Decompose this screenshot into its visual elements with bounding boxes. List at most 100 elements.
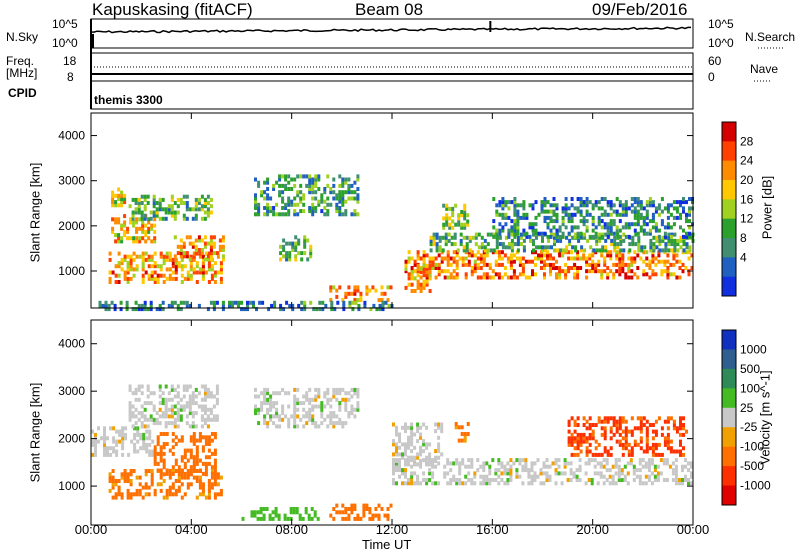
data-cell	[162, 472, 166, 477]
data-cell	[679, 203, 682, 208]
data-cell	[158, 307, 162, 312]
data-cell	[685, 429, 688, 434]
data-cell	[648, 203, 652, 208]
data-cell	[307, 513, 311, 518]
data-cell	[619, 248, 623, 253]
data-cell	[158, 207, 162, 212]
data-cell	[543, 259, 546, 264]
data-cell	[476, 458, 480, 463]
data-cell	[512, 269, 516, 274]
data-cell	[192, 438, 196, 443]
data-cell	[648, 197, 652, 201]
data-cell	[666, 272, 670, 277]
data-cell	[114, 273, 118, 278]
data-cell	[632, 468, 636, 473]
data-cell	[624, 275, 628, 280]
data-cell	[591, 234, 595, 239]
data-cell	[114, 495, 118, 500]
data-cell	[195, 270, 199, 275]
data-cell	[317, 174, 321, 179]
data-cell	[359, 298, 363, 303]
data-cell	[287, 404, 291, 409]
data-cell	[627, 449, 631, 454]
data-cell	[558, 275, 562, 280]
data-cell	[152, 404, 156, 409]
data-cell	[573, 234, 577, 239]
data-cell	[591, 206, 595, 211]
data-cell	[642, 259, 646, 264]
data-cell	[201, 448, 205, 453]
data-cell	[357, 307, 361, 312]
data-cell	[636, 442, 640, 447]
data-cell	[194, 394, 198, 399]
data-cell	[513, 242, 517, 247]
data-cell	[510, 228, 514, 233]
data-cell	[398, 435, 401, 440]
data-cell	[183, 451, 187, 456]
data-cell	[610, 238, 614, 243]
data-cell	[156, 461, 160, 466]
data-cell	[305, 411, 309, 416]
data-cell	[512, 272, 516, 277]
data-cell	[567, 215, 571, 220]
data-cell	[213, 448, 217, 453]
data-cell	[513, 206, 517, 211]
data-cell	[604, 248, 608, 253]
data-cell	[128, 404, 132, 409]
data-cell	[304, 510, 308, 515]
data-cell	[440, 256, 444, 261]
data-cell	[659, 458, 663, 463]
data-cell	[97, 439, 100, 444]
data-cell	[656, 474, 660, 479]
data-cell	[298, 513, 302, 518]
data-cell	[596, 461, 600, 466]
data-cell	[422, 422, 426, 427]
data-cell	[416, 481, 420, 486]
data-cell	[168, 492, 172, 497]
data-cell	[613, 235, 617, 240]
data-cell	[145, 436, 149, 441]
data-cell	[615, 429, 619, 434]
data-cell	[329, 285, 333, 290]
data-cell	[246, 303, 249, 308]
data-cell	[509, 458, 513, 463]
data-cell	[149, 300, 153, 305]
data-cell	[353, 391, 357, 396]
data-cell	[663, 436, 667, 441]
data-cell	[117, 264, 121, 269]
data-cell	[476, 262, 480, 267]
data-cell	[159, 451, 163, 456]
data-cell	[289, 516, 293, 521]
data-cell	[404, 266, 408, 271]
data-cell	[294, 248, 298, 252]
data-cell	[141, 264, 145, 269]
data-cell	[171, 465, 175, 470]
data-cell	[111, 190, 115, 195]
data-cell	[666, 436, 670, 441]
data-cell	[637, 248, 641, 253]
data-cell	[564, 275, 568, 280]
data-cell	[210, 264, 214, 269]
data-cell	[649, 245, 653, 250]
data-cell	[594, 234, 598, 239]
data-cell	[210, 438, 214, 443]
data-cell	[685, 215, 688, 220]
data-cell	[615, 262, 619, 267]
data-cell	[576, 446, 580, 451]
data-cell	[416, 273, 420, 278]
data-cell	[531, 225, 535, 230]
data-cell	[516, 222, 520, 227]
data-cell	[565, 245, 569, 250]
data-cell	[170, 204, 174, 209]
data-cell	[257, 183, 261, 188]
data-cell	[425, 266, 429, 271]
data-cell	[589, 245, 593, 250]
data-cell	[260, 404, 264, 409]
data-cell	[518, 461, 522, 466]
data-cell	[630, 275, 634, 280]
data-cell	[252, 303, 255, 308]
data-cell	[609, 231, 613, 236]
data-cell	[461, 256, 465, 261]
data-cell	[452, 256, 456, 261]
data-cell	[117, 479, 121, 483]
